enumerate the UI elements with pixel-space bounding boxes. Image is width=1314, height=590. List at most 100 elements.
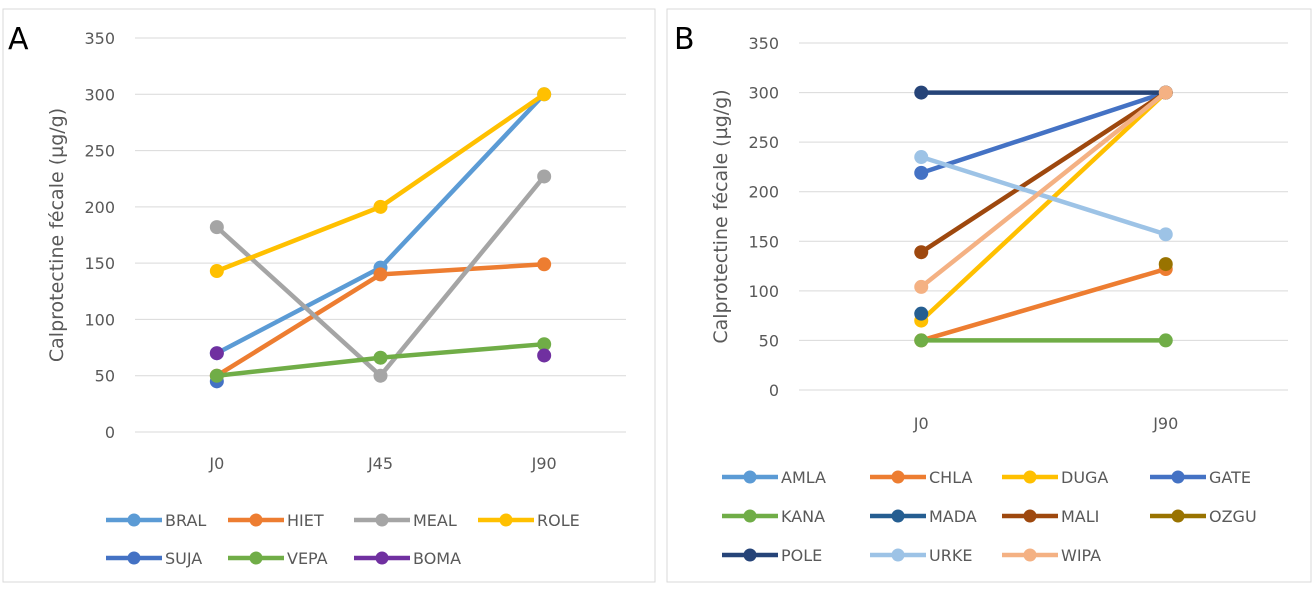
legend-item-meal: MEAL [354,511,457,530]
x-tick-label: J0 [913,414,929,433]
data-point-ozgu [1158,257,1173,272]
data-point-pole [914,85,929,100]
series-meal [209,169,552,383]
series-boma [209,346,552,363]
data-point-meal [537,169,552,184]
y-tick-label: 350 [748,34,779,53]
legend-swatch-marker [891,470,905,484]
legend-swatch-marker [1023,470,1037,484]
y-tick-label: 0 [769,381,779,400]
y-tick-label: 100 [748,282,779,301]
series-line-gate [919,90,1168,176]
data-point-kana [1158,333,1173,348]
data-point-hiet [537,257,552,272]
data-point-hiet [373,267,388,282]
legend-label: POLE [781,546,822,565]
legend-label: ROLE [537,511,580,530]
legend-item-amla: AMLA [722,468,826,487]
legend-item-boma: BOMA [354,549,461,568]
legend-swatch-marker [743,470,757,484]
y-tick-label: 350 [84,29,115,48]
y-axis-label: Calprotectine fécale (µg/g) [710,89,732,343]
legend-label: URKE [929,546,972,565]
legend-item-bral: BRAL [106,511,206,530]
legend-label: OZGU [1209,507,1257,526]
y-tick-label: 300 [84,85,115,104]
legend-label: AMLA [781,468,826,487]
legend-item-duga: DUGA [1002,468,1108,487]
series-line-hiet [214,272,383,378]
panel-label: A [8,22,29,57]
legend-swatch-marker [127,551,141,565]
data-point-urke [1158,227,1173,242]
y-tick-label: 300 [748,84,779,103]
legend-swatch-marker [891,509,905,523]
panel-label: B [674,22,695,57]
legend-label: MADA [929,507,977,526]
legend-swatch-marker [743,548,757,562]
legend-label: KANA [781,507,825,526]
y-tick-label: 200 [748,183,779,202]
legend-item-urke: URKE [870,546,972,565]
y-tick-label: 50 [95,367,115,386]
series-kana [914,333,1173,348]
legend-item-hiet: HIET [228,511,324,530]
data-point-role [209,264,224,279]
legend-item-role: ROLE [478,511,580,530]
legend-swatch-marker [1023,548,1037,562]
data-point-meal [373,368,388,383]
series-vepa [209,337,552,383]
legend-swatch-marker [1171,509,1185,523]
y-tick-label: 150 [748,232,779,251]
legend-item-ozgu: OZGU [1150,507,1257,526]
y-tick-label: 50 [759,331,779,350]
legend-swatch-marker [375,551,389,565]
data-point-vepa [537,337,552,352]
legend-item-gate: GATE [1150,468,1251,487]
y-tick-label: 100 [84,310,115,329]
chart-panel-a: A 0 50 100 150 200 250 300 350 J0 J45 J90 Calprotect… [2,8,656,583]
data-point-mada [914,306,929,321]
legend-label: CHLA [929,468,972,487]
legend-label: MALI [1061,507,1099,526]
series-line-wipa [919,90,1168,290]
x-tick-label: J0 [208,454,224,473]
data-point-role [373,199,388,214]
y-axis-label: Calprotectine fécale (µg/g) [46,108,68,362]
series-role [209,87,552,279]
legend-label: MEAL [413,511,457,530]
legend-item-vepa: VEPA [228,549,328,568]
series-ozgu [1158,257,1173,272]
legend-label: BRAL [165,511,206,530]
chart-panel-b: B 0 50 100 150 200 250 300 350 J0 J90 Calprotectine… [666,8,1312,583]
legend-item-kana: KANA [722,507,825,526]
data-point-boma [209,346,224,361]
panel-frame [666,8,1312,583]
legend-swatch-marker [1171,470,1185,484]
data-point-meal [209,220,224,235]
legend-swatch-marker [249,551,263,565]
data-point-boma [537,348,552,363]
series-line-urke [919,154,1168,237]
data-point-role [537,87,552,102]
legend-swatch-marker [375,513,389,527]
y-tick-label: 250 [748,133,779,152]
legend-label: DUGA [1061,468,1108,487]
legend-item-pole: POLE [722,546,822,565]
x-tick-label: J90 [1152,414,1178,433]
series-line-chla [919,266,1168,343]
y-tick-label: 250 [84,142,115,161]
data-point-wipa [1158,85,1173,100]
legend-item-chla: CHLA [870,468,972,487]
series-line-duga [919,90,1168,323]
legend-swatch-marker [127,513,141,527]
legend-label: VEPA [287,549,328,568]
legend-swatch-marker [743,509,757,523]
legend-swatch-marker [1023,509,1037,523]
series-line-meal [378,174,547,378]
data-point-vepa [209,368,224,383]
series-line-bral [214,265,383,356]
series-line-mali [919,90,1168,255]
